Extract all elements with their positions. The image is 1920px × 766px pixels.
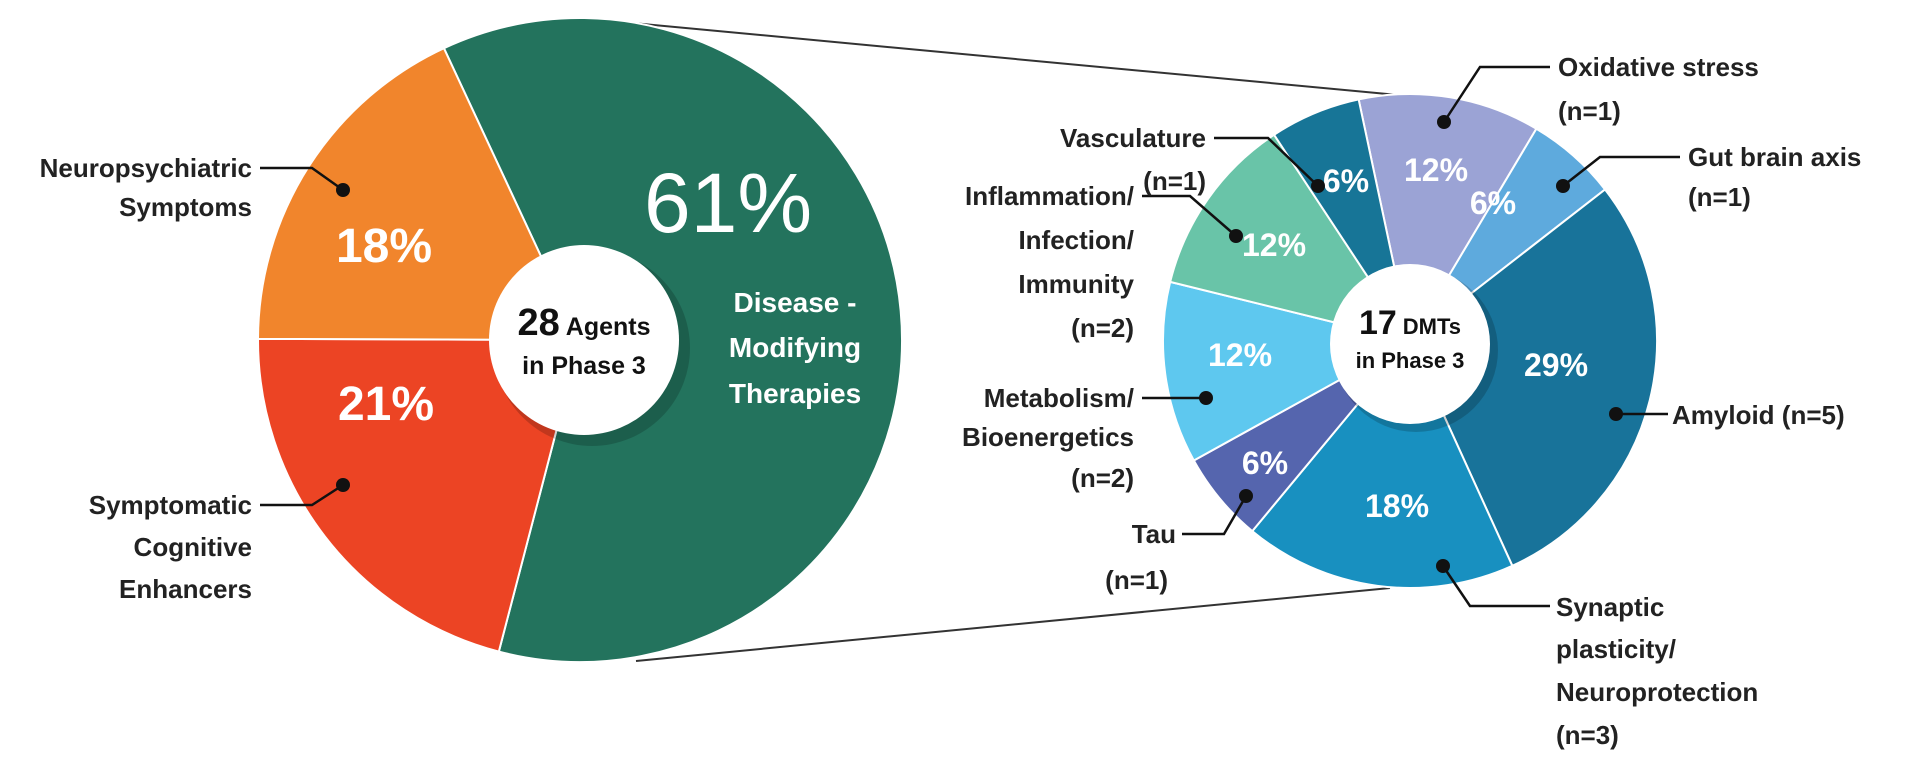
- right-center-number: 17: [1359, 304, 1397, 342]
- leader-line: [260, 166, 344, 192]
- leader-dot: [1199, 391, 1213, 405]
- label-line: Symptoms: [119, 192, 252, 222]
- pct-label-synaptic: 18%: [1365, 488, 1429, 524]
- right-center-line2: in Phase 3: [1356, 348, 1465, 373]
- slice-label-dmt-3: Therapies: [729, 378, 861, 409]
- label-tau: Tau (n=1): [1105, 489, 1253, 595]
- pct-label-metabolism: 12%: [1208, 337, 1272, 373]
- leader-line: [1182, 495, 1248, 536]
- label-line: Metabolism/: [984, 383, 1134, 413]
- label-line: (n=2): [1071, 313, 1134, 343]
- label-line: Gut brain axis: [1688, 142, 1861, 172]
- leader-dot: [1556, 179, 1570, 193]
- pct-label-gut: 6%: [1470, 185, 1516, 221]
- pie-slice-amyloid: [1408, 188, 1658, 568]
- label-vasculature: Vasculature (n=1): [1060, 123, 1325, 196]
- label-synaptic: Synaptic plasticity/ Neuroprotection (n=…: [1436, 559, 1758, 750]
- pie-slice-symptomatic-cognitive-enhancers: [257, 337, 582, 653]
- label-line: (n=1): [1688, 182, 1751, 212]
- leader-dot: [336, 478, 350, 492]
- label-line: (n=1): [1143, 166, 1206, 196]
- leader-dot: [1437, 115, 1451, 129]
- label-line: (n=3): [1556, 720, 1619, 750]
- left-center-label: 28 Agents: [517, 302, 650, 344]
- right-center-word: DMTs: [1403, 314, 1461, 339]
- label-line: Enhancers: [119, 574, 252, 604]
- label-metabolism: Metabolism/ Bioenergetics (n=2): [962, 383, 1213, 493]
- leader-dot: [1239, 489, 1253, 503]
- leader-dot: [1311, 179, 1325, 193]
- pct-label-neuropsychiatric: 18%: [336, 220, 432, 273]
- label-neuropsychiatric: Neuropsychiatric Symptoms: [40, 153, 350, 222]
- label-line: Inflammation/: [965, 181, 1134, 211]
- label-line: Neuroprotection: [1556, 677, 1758, 707]
- label-line: Vasculature: [1060, 123, 1206, 153]
- connector-bottom: [635, 587, 1391, 662]
- leader-dot: [336, 183, 350, 197]
- leader-line: [1442, 65, 1550, 123]
- label-amyloid: Amyloid (n=5): [1609, 400, 1845, 430]
- label-line: Immunity: [1018, 269, 1134, 299]
- pct-label-tau: 6%: [1242, 445, 1288, 481]
- label-line: Symptomatic: [89, 490, 252, 520]
- label-line: plasticity/: [1556, 634, 1676, 664]
- slice-label-dmt-2: Modifying: [729, 332, 861, 363]
- left-center-line2: in Phase 3: [522, 352, 646, 380]
- pct-label-symptomatic: 21%: [338, 378, 434, 431]
- label-line: Synaptic: [1556, 592, 1664, 622]
- slice-label-dmt-1: Disease -: [734, 287, 857, 318]
- leader-dot: [1436, 559, 1450, 573]
- label-oxidative: Oxidative stress (n=1): [1437, 52, 1759, 129]
- label-line: (n=1): [1558, 96, 1621, 126]
- label-line: Infection/: [1018, 225, 1134, 255]
- label-line: (n=1): [1105, 565, 1168, 595]
- leader-line: [1142, 194, 1237, 237]
- label-line: Bioenergetics: [962, 422, 1134, 452]
- label-gut-brain: Gut brain axis (n=1): [1556, 142, 1861, 212]
- pct-label-oxidative: 12%: [1404, 152, 1468, 188]
- label-line: (n=2): [1071, 463, 1134, 493]
- leader-dot: [1229, 229, 1243, 243]
- leader-line: [1562, 155, 1680, 187]
- pie-slice-inflammation-infection-immunity: [1168, 133, 1413, 343]
- pct-label-inflammation: 12%: [1242, 227, 1306, 263]
- label-line: Tau: [1132, 519, 1176, 549]
- leader-line: [1441, 565, 1550, 608]
- pct-label-vasculature: 6%: [1323, 163, 1369, 199]
- pie-slice-neuropsychiatric-symptoms: [256, 46, 582, 342]
- label-line: Oxidative stress: [1558, 52, 1759, 82]
- right-center-circle: [1330, 264, 1490, 424]
- pie-slice-synaptic-plasticity-neuroprotection: [1250, 339, 1514, 589]
- label-symptomatic: Symptomatic Cognitive Enhancers: [89, 478, 350, 604]
- pct-label-disease-modifying: 61%: [644, 156, 812, 250]
- pct-label-amyloid: 29%: [1524, 347, 1588, 383]
- left-center-word: Agents: [566, 313, 651, 341]
- leader-dot: [1609, 407, 1623, 421]
- right-center-label: 17 DMTs: [1359, 304, 1461, 342]
- label-line: Neuropsychiatric: [40, 153, 252, 183]
- label-inflammation: Inflammation/ Infection/ Immunity (n=2): [965, 181, 1243, 343]
- leader-line: [260, 483, 344, 507]
- label-line: Cognitive: [134, 532, 252, 562]
- label-line: Amyloid (n=5): [1672, 400, 1845, 430]
- connector-top: [589, 18, 1399, 96]
- leader-line: [1214, 136, 1319, 187]
- left-center-circle: [489, 245, 679, 435]
- left-center-number: 28: [517, 302, 559, 344]
